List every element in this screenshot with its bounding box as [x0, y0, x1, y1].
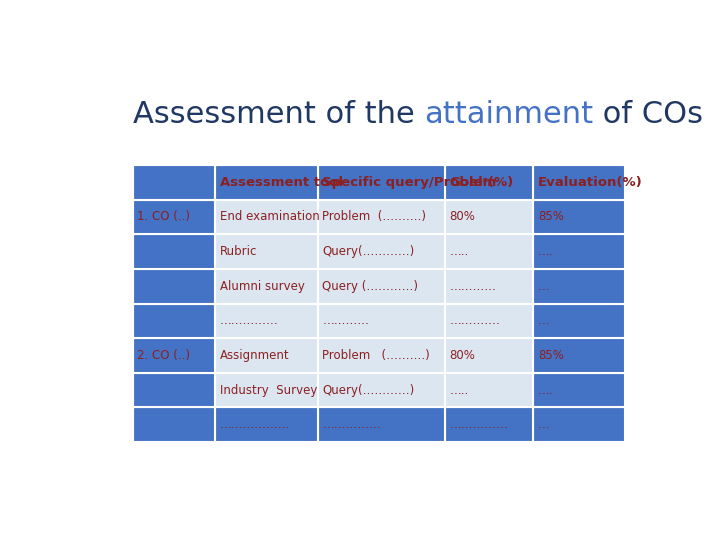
Text: of COs: of COs: [593, 100, 703, 130]
Bar: [318, 234, 445, 269]
Text: 2. CO (..): 2. CO (..): [138, 349, 190, 362]
Bar: [132, 200, 215, 234]
Text: …: …: [538, 280, 549, 293]
Bar: [445, 303, 534, 338]
Text: Query (…………): Query (…………): [323, 280, 418, 293]
Text: …: …: [538, 314, 549, 327]
Text: 80%: 80%: [449, 211, 475, 224]
Text: 85%: 85%: [538, 211, 564, 224]
Bar: [132, 269, 215, 303]
Bar: [445, 165, 534, 200]
Bar: [445, 269, 534, 303]
Text: Specific query/Problem: Specific query/Problem: [323, 176, 497, 188]
Bar: [534, 408, 625, 442]
Text: …..: …..: [449, 245, 469, 258]
Text: ……………: ……………: [323, 418, 381, 431]
Text: …………: …………: [323, 314, 369, 327]
Bar: [318, 338, 445, 373]
Text: 1. CO (..): 1. CO (..): [138, 211, 190, 224]
Text: Problem  (……….): Problem (……….): [323, 211, 426, 224]
Bar: [318, 373, 445, 408]
Bar: [318, 303, 445, 338]
Bar: [445, 200, 534, 234]
Bar: [534, 373, 625, 408]
Bar: [215, 373, 318, 408]
Text: Problem   (……….): Problem (……….): [323, 349, 430, 362]
Text: Assessment of the: Assessment of the: [132, 100, 424, 130]
Text: ………….: ………….: [449, 314, 500, 327]
Text: attainment: attainment: [424, 100, 593, 130]
Bar: [318, 269, 445, 303]
Text: Query(…………): Query(…………): [323, 383, 415, 396]
Text: …………: …………: [449, 280, 496, 293]
Bar: [132, 303, 215, 338]
Bar: [132, 338, 215, 373]
Bar: [132, 234, 215, 269]
Bar: [445, 408, 534, 442]
Bar: [318, 200, 445, 234]
Bar: [132, 373, 215, 408]
Bar: [215, 338, 318, 373]
Bar: [215, 269, 318, 303]
Bar: [534, 338, 625, 373]
Text: ………………: ………………: [220, 418, 290, 431]
Bar: [445, 234, 534, 269]
Bar: [215, 234, 318, 269]
Bar: [215, 303, 318, 338]
Text: Evaluation(%): Evaluation(%): [538, 176, 643, 188]
Text: End examination: End examination: [220, 211, 320, 224]
Bar: [445, 373, 534, 408]
Bar: [215, 408, 318, 442]
Bar: [215, 200, 318, 234]
Bar: [318, 408, 445, 442]
Text: Rubric: Rubric: [220, 245, 257, 258]
Bar: [132, 408, 215, 442]
Text: ….: ….: [538, 245, 554, 258]
Bar: [534, 269, 625, 303]
Bar: [132, 165, 215, 200]
Text: 85%: 85%: [538, 349, 564, 362]
Text: Assignment: Assignment: [220, 349, 289, 362]
Bar: [534, 200, 625, 234]
Bar: [215, 165, 318, 200]
Text: …: …: [538, 418, 549, 431]
Bar: [534, 234, 625, 269]
Bar: [534, 303, 625, 338]
Text: Assessment tool: Assessment tool: [220, 176, 343, 188]
Text: Alumni survey: Alumni survey: [220, 280, 305, 293]
Text: ….: ….: [538, 383, 554, 396]
Text: ……………: ……………: [220, 314, 279, 327]
Bar: [445, 338, 534, 373]
Text: Query(…………): Query(…………): [323, 245, 415, 258]
Text: …..: …..: [449, 383, 469, 396]
Text: Goalˢ(%): Goalˢ(%): [449, 176, 513, 188]
Text: ……………: ……………: [449, 418, 508, 431]
Text: Industry  Survey: Industry Survey: [220, 383, 318, 396]
Text: 80%: 80%: [449, 349, 475, 362]
Bar: [534, 165, 625, 200]
Bar: [318, 165, 445, 200]
